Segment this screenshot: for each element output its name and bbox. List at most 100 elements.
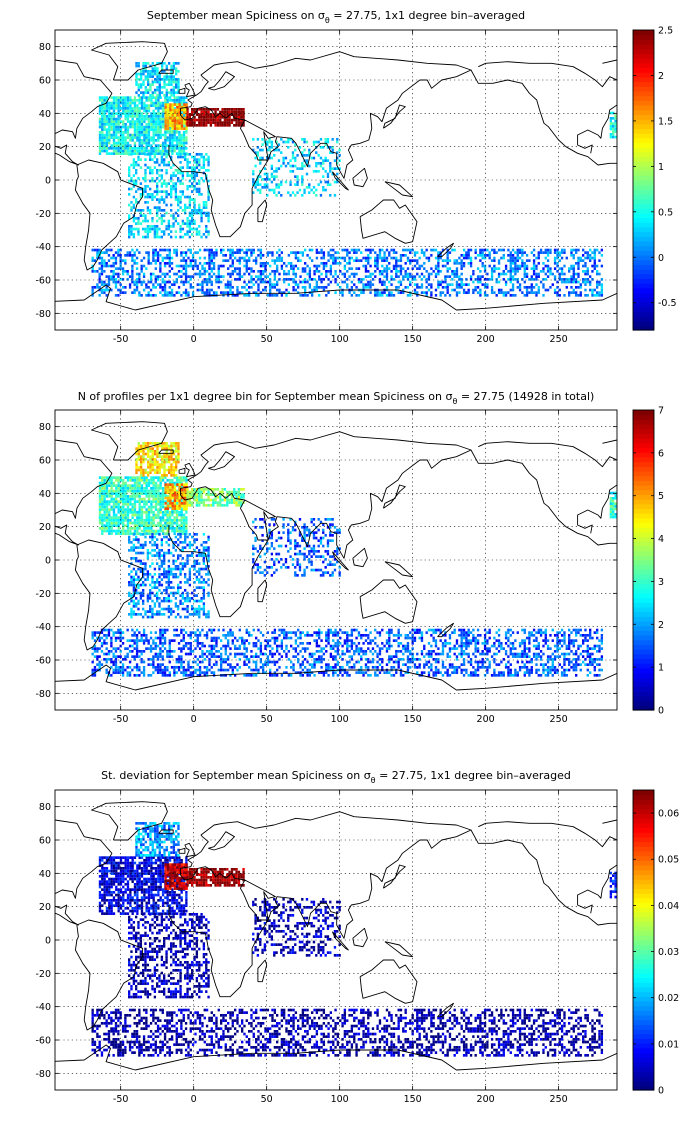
bin-cell <box>161 112 165 115</box>
bin-cell <box>131 117 134 121</box>
bin-cell <box>129 503 132 506</box>
colorbar-step <box>633 58 654 64</box>
bin-cell <box>544 248 547 252</box>
bin-cell <box>103 484 106 487</box>
bin-cell <box>596 270 599 273</box>
bin-cell <box>157 149 160 153</box>
bin-cell <box>339 286 342 289</box>
bin-cell <box>182 141 186 145</box>
bin-cell <box>273 191 276 194</box>
bin-cell <box>181 193 185 196</box>
bin-cell <box>149 227 152 231</box>
bin-cell <box>514 262 517 265</box>
colorbar-step <box>633 53 654 59</box>
bin-cell <box>371 248 375 252</box>
bin-cell <box>170 452 173 456</box>
bin-cell <box>157 136 160 139</box>
bin-cell <box>182 272 185 276</box>
bin-cell <box>126 131 130 134</box>
bin-cell <box>112 484 116 487</box>
bin-cell <box>171 136 174 139</box>
bin-cell <box>130 153 133 156</box>
bin-cell <box>311 294 314 297</box>
bin-cell <box>406 267 410 270</box>
bin-cell <box>147 149 151 153</box>
bin-cell <box>563 280 566 284</box>
bin-cell <box>165 78 168 81</box>
bin-cell <box>136 104 139 107</box>
bin-cell <box>181 219 185 223</box>
bin-cell <box>378 254 382 257</box>
bin-cell <box>170 166 173 169</box>
bin-cell <box>156 254 160 257</box>
bin-cell <box>98 120 102 123</box>
bin-cell <box>163 463 166 466</box>
bin-cell <box>388 280 391 284</box>
bin-cell <box>556 280 559 284</box>
bin-cell <box>277 148 281 152</box>
bin-cell <box>226 121 229 124</box>
bin-cell <box>144 78 147 81</box>
bin-cell <box>254 186 257 189</box>
bin-cell <box>537 272 540 276</box>
bin-cell <box>173 486 177 489</box>
bin-cell <box>117 479 120 482</box>
bin-cell <box>178 511 181 514</box>
bin-cell <box>139 222 143 225</box>
bin-cell <box>202 490 206 494</box>
bin-cell <box>105 149 109 153</box>
bin-cell <box>277 143 281 146</box>
colorbar-tick-label: 1 <box>658 162 664 173</box>
bin-cell <box>103 128 106 131</box>
colorbar-step <box>633 81 654 87</box>
bin-cell <box>523 270 526 273</box>
bin-cell <box>140 149 144 153</box>
bin-cell <box>248 272 251 276</box>
bin-cell <box>133 125 137 129</box>
bin-cell <box>458 275 461 278</box>
bin-cell <box>315 162 318 165</box>
bin-cell <box>108 115 111 118</box>
y-tick-label: 60 <box>39 76 51 87</box>
bin-cell <box>187 280 190 284</box>
bin-cell <box>185 529 188 533</box>
bin-cell <box>140 139 144 142</box>
bin-cell <box>157 133 160 137</box>
bin-cell <box>439 294 442 297</box>
bin-cell <box>137 78 140 81</box>
bin-cell <box>147 133 151 137</box>
bin-cell <box>124 141 127 145</box>
bin-cell <box>402 278 405 281</box>
bin-cell <box>103 476 106 479</box>
bin-cell <box>122 492 125 495</box>
bin-cell <box>355 251 358 254</box>
bin-cell <box>205 283 209 286</box>
bin-cell <box>158 444 161 448</box>
bin-cell <box>129 99 132 102</box>
bin-cell <box>324 138 327 141</box>
bin-cell <box>451 270 454 273</box>
bin-cell <box>525 294 529 297</box>
bin-cell <box>178 504 181 508</box>
bin-cell <box>598 251 601 254</box>
bin-cell <box>112 104 116 107</box>
bin-cell <box>614 119 617 123</box>
bin-cell <box>172 174 175 177</box>
bin-cell <box>191 501 194 504</box>
bin-cell <box>142 214 145 217</box>
bin-cell <box>151 80 154 84</box>
bin-cell <box>164 483 167 486</box>
bin-cell <box>210 256 213 260</box>
y-tick-label: 20 <box>39 142 51 153</box>
bin-cell <box>165 153 168 156</box>
bin-cell <box>237 108 241 111</box>
bin-cell <box>180 136 183 139</box>
bin-cell <box>154 513 158 517</box>
bin-cell <box>151 195 154 199</box>
bin-cell <box>165 94 168 97</box>
bin-cell <box>446 248 449 252</box>
bin-cell <box>132 166 136 169</box>
bin-cell <box>200 177 203 180</box>
bin-cell <box>136 123 139 126</box>
bin-cell <box>98 107 102 110</box>
